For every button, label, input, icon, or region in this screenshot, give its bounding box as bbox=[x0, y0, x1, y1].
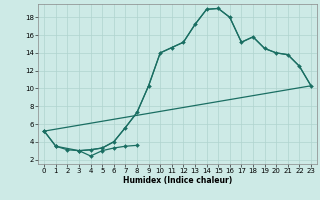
X-axis label: Humidex (Indice chaleur): Humidex (Indice chaleur) bbox=[123, 176, 232, 185]
